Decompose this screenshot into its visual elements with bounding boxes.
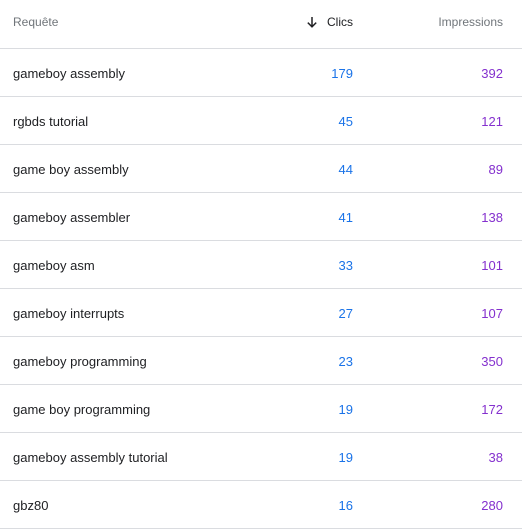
table-row[interactable]: game boy assembly 44 89 — [0, 145, 522, 193]
query-cell: gameboy asm — [13, 258, 95, 273]
query-cell: gbz80 — [13, 498, 49, 513]
impressions-cell: 172 — [481, 402, 503, 417]
impressions-cell: 350 — [481, 354, 503, 369]
clicks-cell: 33 — [338, 258, 353, 273]
query-cell: rgbds tutorial — [13, 114, 89, 129]
clicks-cell: 179 — [331, 66, 353, 81]
impressions-cell: 138 — [481, 210, 503, 225]
query-cell: gameboy interrupts — [13, 306, 125, 321]
table-row[interactable]: gameboy assembler 41 138 — [0, 193, 522, 241]
clicks-cell: 27 — [338, 306, 353, 321]
column-header-clicks-label: Clics — [327, 15, 353, 29]
table-row[interactable]: game boy programming 19 172 — [0, 385, 522, 433]
impressions-cell: 392 — [481, 66, 503, 81]
column-header-impressions[interactable]: Impressions — [438, 15, 503, 29]
table-header: Requête Clics Impressions — [0, 0, 522, 49]
impressions-cell: 280 — [481, 498, 503, 513]
arrow-down-icon — [307, 17, 317, 28]
table-row[interactable]: gameboy assembly tutorial 19 38 — [0, 433, 522, 481]
impressions-cell: 121 — [481, 114, 503, 129]
impressions-cell: 101 — [481, 258, 503, 273]
table-row[interactable]: gameboy programming 23 350 — [0, 337, 522, 385]
table-row[interactable]: gbz80 16 280 — [0, 481, 522, 529]
query-cell: gameboy programming — [13, 354, 147, 369]
clicks-cell: 41 — [338, 210, 353, 225]
clicks-cell: 19 — [338, 402, 353, 417]
query-cell: gameboy assembly tutorial — [13, 450, 168, 465]
table-row[interactable]: gameboy assembly 179 392 — [0, 49, 522, 97]
query-cell: game boy programming — [13, 402, 151, 417]
query-cell: game boy assembly — [13, 162, 129, 177]
impressions-cell: 107 — [481, 306, 503, 321]
clicks-cell: 19 — [338, 450, 353, 465]
clicks-cell: 45 — [338, 114, 353, 129]
column-header-query[interactable]: Requête — [13, 15, 59, 29]
impressions-cell: 89 — [488, 162, 503, 177]
clicks-cell: 44 — [338, 162, 353, 177]
clicks-cell: 23 — [338, 354, 353, 369]
table-row[interactable]: gameboy asm 33 101 — [0, 241, 522, 289]
query-cell: gameboy assembler — [13, 210, 131, 225]
query-cell: gameboy assembly — [13, 66, 125, 81]
clicks-cell: 16 — [338, 498, 353, 513]
table-row[interactable]: rgbds tutorial 45 121 — [0, 97, 522, 145]
column-header-clicks[interactable]: Clics — [306, 15, 353, 29]
impressions-cell: 38 — [488, 450, 503, 465]
table-row[interactable]: gameboy interrupts 27 107 — [0, 289, 522, 337]
